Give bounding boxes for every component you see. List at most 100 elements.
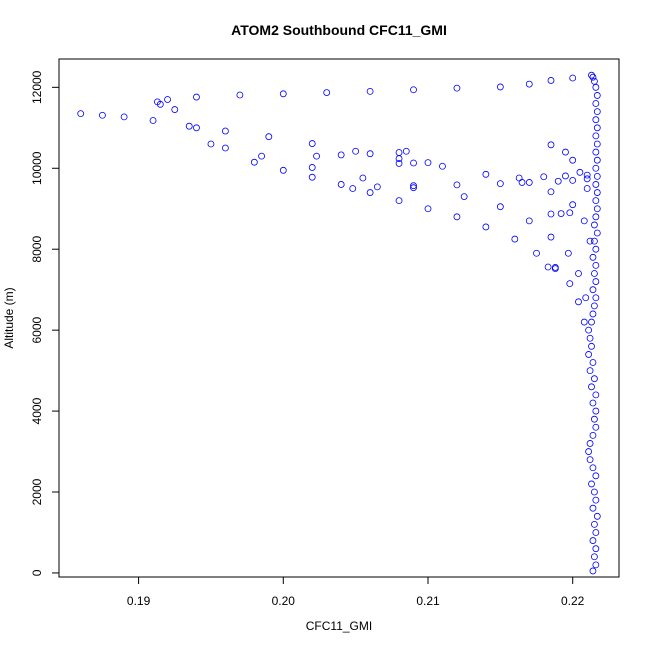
data-point <box>164 96 171 103</box>
data-point <box>589 286 597 294</box>
data-point <box>99 111 106 119</box>
data-point <box>591 302 598 310</box>
data-point <box>551 265 559 273</box>
chart-title: ATOM2 Southbound CFC11_GMI <box>231 22 447 38</box>
data-point <box>593 189 601 196</box>
data-point <box>496 83 504 91</box>
data-point <box>589 253 597 261</box>
data-point <box>569 156 577 164</box>
data-point <box>156 100 164 108</box>
y-tick-label: 8000 <box>30 236 44 263</box>
y-axis-label: Altitude (m) <box>2 287 16 348</box>
data-point <box>395 160 403 167</box>
data-point <box>222 144 229 152</box>
data-point <box>308 164 316 171</box>
x-tick-label: 0.22 <box>561 594 585 608</box>
data-point <box>366 87 374 95</box>
data-point <box>313 152 320 160</box>
data-point <box>591 270 598 277</box>
data-point <box>592 181 600 188</box>
data-point <box>586 456 594 464</box>
data-point <box>586 440 594 447</box>
data-point <box>591 221 598 229</box>
data-point <box>193 93 200 101</box>
data-point <box>582 294 590 302</box>
data-point <box>279 90 287 98</box>
data-point <box>518 179 526 186</box>
data-point <box>482 223 490 231</box>
data-point <box>588 342 595 350</box>
data-point <box>580 217 588 225</box>
y-axis: 0 2000 4000 6000 8000 10000 12000 <box>30 70 59 576</box>
data-point <box>424 205 432 213</box>
data-point <box>308 140 316 147</box>
data-point <box>525 217 533 225</box>
data-point <box>576 168 584 176</box>
data-point <box>395 197 403 205</box>
data-point <box>592 561 600 569</box>
data-point <box>591 520 598 528</box>
x-tick-label: 0.19 <box>127 594 151 608</box>
data-point <box>460 193 468 200</box>
data-point <box>586 367 594 375</box>
data-point <box>511 235 519 243</box>
data-point <box>171 106 179 113</box>
data-point <box>236 91 244 99</box>
data-point <box>589 464 597 472</box>
data-point <box>193 124 200 132</box>
data-point <box>496 203 504 211</box>
data-point <box>359 174 367 182</box>
data-point <box>337 181 345 188</box>
data-point <box>586 334 594 342</box>
data-point <box>515 174 523 182</box>
data-point <box>588 383 595 391</box>
data-point <box>562 148 569 156</box>
data-point <box>592 213 600 221</box>
x-tick-label: 0.21 <box>416 594 440 608</box>
data-point <box>589 399 597 407</box>
data-point <box>592 496 600 504</box>
data-point <box>589 431 597 439</box>
data-point <box>575 298 582 306</box>
data-point <box>222 127 229 135</box>
x-axis-label: CFC11_GMI <box>306 619 372 633</box>
data-point <box>525 179 533 186</box>
data-point <box>593 229 601 237</box>
y-tick-label: 0 <box>30 569 44 576</box>
data-point <box>279 166 287 174</box>
data-point <box>185 122 193 130</box>
y-tick-label: 12000 <box>30 70 44 104</box>
data-point <box>337 151 345 159</box>
data-point <box>591 375 598 383</box>
data-point <box>583 171 591 179</box>
data-point <box>589 567 597 575</box>
data-point <box>308 173 316 181</box>
data-point <box>533 249 540 257</box>
data-point <box>525 80 533 88</box>
data-point <box>496 180 504 188</box>
data-point <box>593 172 601 180</box>
data-point <box>544 263 552 271</box>
data-point <box>588 480 595 488</box>
data-point <box>557 210 565 217</box>
data-point <box>586 237 594 245</box>
data-point <box>591 488 598 496</box>
data-point <box>540 173 548 181</box>
data-point <box>439 162 446 170</box>
data-point <box>352 147 360 155</box>
data-point <box>410 182 417 190</box>
data-point <box>593 92 601 99</box>
data-point <box>592 100 600 107</box>
data-point <box>562 172 569 180</box>
data-point <box>250 158 258 166</box>
data-point <box>589 504 597 512</box>
data-point <box>592 423 600 431</box>
data-point <box>410 86 417 94</box>
data-point <box>593 108 601 116</box>
data-point <box>547 141 555 149</box>
data-point <box>592 278 600 285</box>
data-point <box>402 147 410 155</box>
data-point <box>366 189 374 196</box>
data-point <box>591 553 598 561</box>
